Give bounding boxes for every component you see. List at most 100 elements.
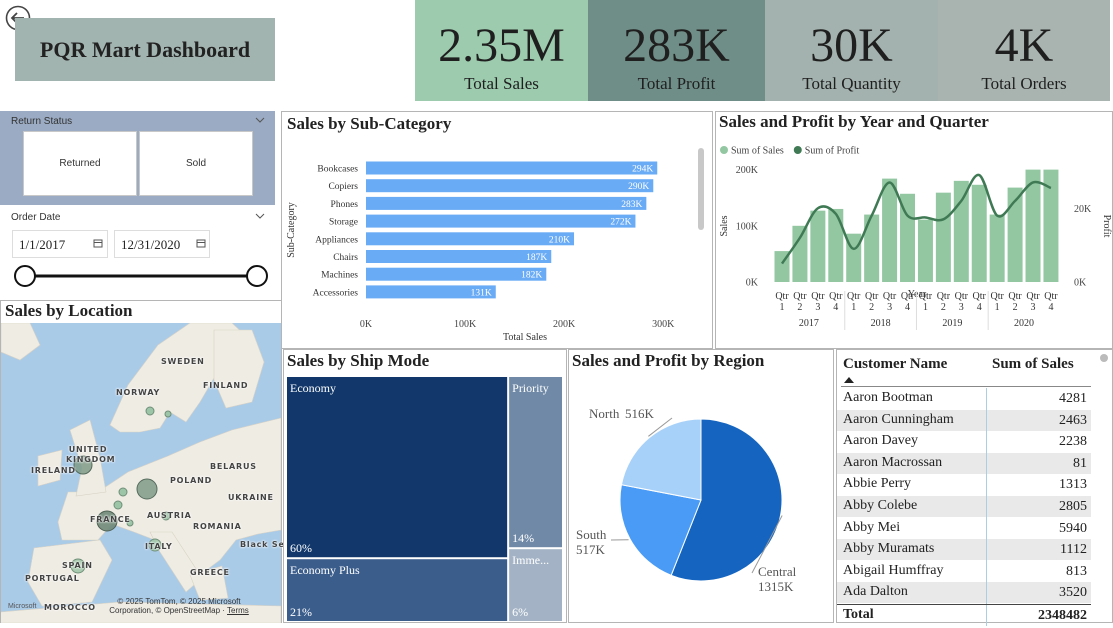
header-rule xyxy=(841,386,1091,387)
table-row: Ada Dalton 3520 xyxy=(837,582,1091,603)
calendar-icon[interactable] xyxy=(93,238,103,248)
slicer-title: Return Status xyxy=(11,116,72,127)
customer-name: Abby Colebe xyxy=(843,498,917,514)
panel-title: Sales by Location xyxy=(5,301,133,321)
pie-panel xyxy=(568,349,834,623)
map-label: ROMANIA xyxy=(193,522,242,531)
x-tick-label: Qtr 1 xyxy=(917,291,933,313)
kpi-card: 30K Total Quantity xyxy=(765,0,938,101)
map-label: NORWAY xyxy=(116,388,160,397)
x-tick-label: Qtr 1 xyxy=(846,291,862,313)
slider-handle[interactable] xyxy=(15,266,35,286)
end-date: 12/31/2020 xyxy=(121,237,180,252)
sales-value: 4281 xyxy=(1059,391,1087,407)
sales-value: 813 xyxy=(1066,564,1087,580)
map-label: UKRAINE xyxy=(228,493,274,502)
terms-link[interactable]: Terms xyxy=(227,606,249,615)
sales-value: 3520 xyxy=(1059,585,1087,601)
panel-title: Sales by Ship Mode xyxy=(287,351,429,371)
map-label: GREECE xyxy=(190,568,230,577)
map-label: SWEDEN xyxy=(161,357,205,366)
map-label: ITALY xyxy=(145,542,173,551)
slicer-option[interactable]: Sold xyxy=(139,131,253,196)
map-label: FINLAND xyxy=(203,381,248,390)
panel-title: Sales and Profit by Region xyxy=(572,351,764,371)
bar-chart-panel xyxy=(281,111,713,349)
customer-name: Abby Muramats xyxy=(843,541,934,557)
map-label: POLAND xyxy=(170,476,212,485)
map-logo: Microsoft xyxy=(8,603,36,610)
sales-value: 1313 xyxy=(1059,477,1087,493)
map-label: FRANCE xyxy=(90,515,131,524)
x-tick-label: Qtr 1 xyxy=(989,291,1005,313)
x-tick-label: Qtr 2 xyxy=(864,291,880,313)
chevron[interactable] xyxy=(254,115,266,125)
x-tick-label: Qtr 3 xyxy=(953,291,969,313)
customer-name: Aaron Cunningham xyxy=(843,412,954,428)
sales-value: 5940 xyxy=(1059,521,1087,537)
x-tick-label: Qtr 4 xyxy=(1043,291,1059,313)
customer-name: Abby Mei xyxy=(843,520,900,536)
map-label: IRELAND xyxy=(31,466,76,475)
sales-value: 2463 xyxy=(1059,413,1087,429)
treemap-panel xyxy=(283,349,567,623)
x-tick-label: Qtr 1 xyxy=(774,291,790,313)
calendar-icon[interactable] xyxy=(196,238,206,248)
kpi-value: 2.35M xyxy=(415,18,588,74)
x-tick-label: Qtr 2 xyxy=(792,291,808,313)
total-label: Total xyxy=(843,607,874,623)
kpi-label: Total Sales xyxy=(415,74,588,94)
kpi-card: 283K Total Profit xyxy=(588,0,765,101)
scrollbar[interactable] xyxy=(698,148,704,230)
map-label: BELARUS xyxy=(210,462,257,471)
column-header[interactable]: Customer Name xyxy=(843,356,947,373)
total-value: 2348482 xyxy=(1038,608,1087,624)
sort-arrow xyxy=(843,376,855,384)
x-tick-label: Qtr 3 xyxy=(882,291,898,313)
combo-chart-panel xyxy=(715,111,1113,349)
kpi-label: Total Quantity xyxy=(765,74,938,94)
slicer-option[interactable]: Returned xyxy=(23,131,137,196)
x-tick-label: Qtr 4 xyxy=(828,291,844,313)
slicer-title: Order Date xyxy=(11,212,60,223)
kpi-value: 4K xyxy=(938,18,1110,74)
kpi-value: 30K xyxy=(765,18,938,74)
kpi-card: 2.35M Total Sales xyxy=(415,0,588,101)
sales-value: 1112 xyxy=(1060,542,1087,558)
table-row: Aaron Cunningham 2463 xyxy=(837,410,1091,431)
slider-handle[interactable] xyxy=(247,266,267,286)
panel-title: Sales and Profit by Year and Quarter xyxy=(719,112,989,132)
kpi-label: Total Profit xyxy=(588,74,765,94)
header-box: PQR Mart Dashboard xyxy=(15,18,275,81)
kpi-card: 4K Total Orders xyxy=(938,0,1110,101)
map-label: UNITED KINGDOM xyxy=(66,445,110,465)
map-label: AUSTRIA xyxy=(147,511,192,520)
scrollbar[interactable] xyxy=(1100,354,1108,362)
sales-value: 81 xyxy=(1073,456,1087,472)
x-tick-label: Qtr 3 xyxy=(810,291,826,313)
chevron[interactable] xyxy=(254,211,266,221)
customer-name: Aaron Davey xyxy=(843,433,918,449)
date-slider[interactable] xyxy=(10,262,272,290)
table-row: Abigail Humffray 813 xyxy=(837,561,1091,582)
column-divider xyxy=(986,388,987,626)
customer-name: Abbie Perry xyxy=(843,476,911,492)
map-label: MOROCCO xyxy=(44,603,96,612)
x-tick-label: Qtr 4 xyxy=(900,291,916,313)
x-tick-label: Qtr 2 xyxy=(935,291,951,313)
column-header[interactable]: Sum of Sales xyxy=(992,356,1074,373)
kpi-value: 283K xyxy=(588,18,765,74)
customer-name: Ada Dalton xyxy=(843,584,908,600)
customer-name: Abigail Humffray xyxy=(843,563,943,579)
x-tick-label: Qtr 4 xyxy=(971,291,987,313)
map-attribution: © 2025 TomTom, © 2025 Microsoft Corporat… xyxy=(104,597,254,615)
map-label: PORTUGAL xyxy=(25,574,80,583)
sales-value: 2805 xyxy=(1059,499,1087,515)
dashboard-title: PQR Mart Dashboard xyxy=(40,37,250,63)
table-row: Abby Muramats 1112 xyxy=(837,539,1091,560)
x-tick-label: Qtr 3 xyxy=(1025,291,1041,313)
